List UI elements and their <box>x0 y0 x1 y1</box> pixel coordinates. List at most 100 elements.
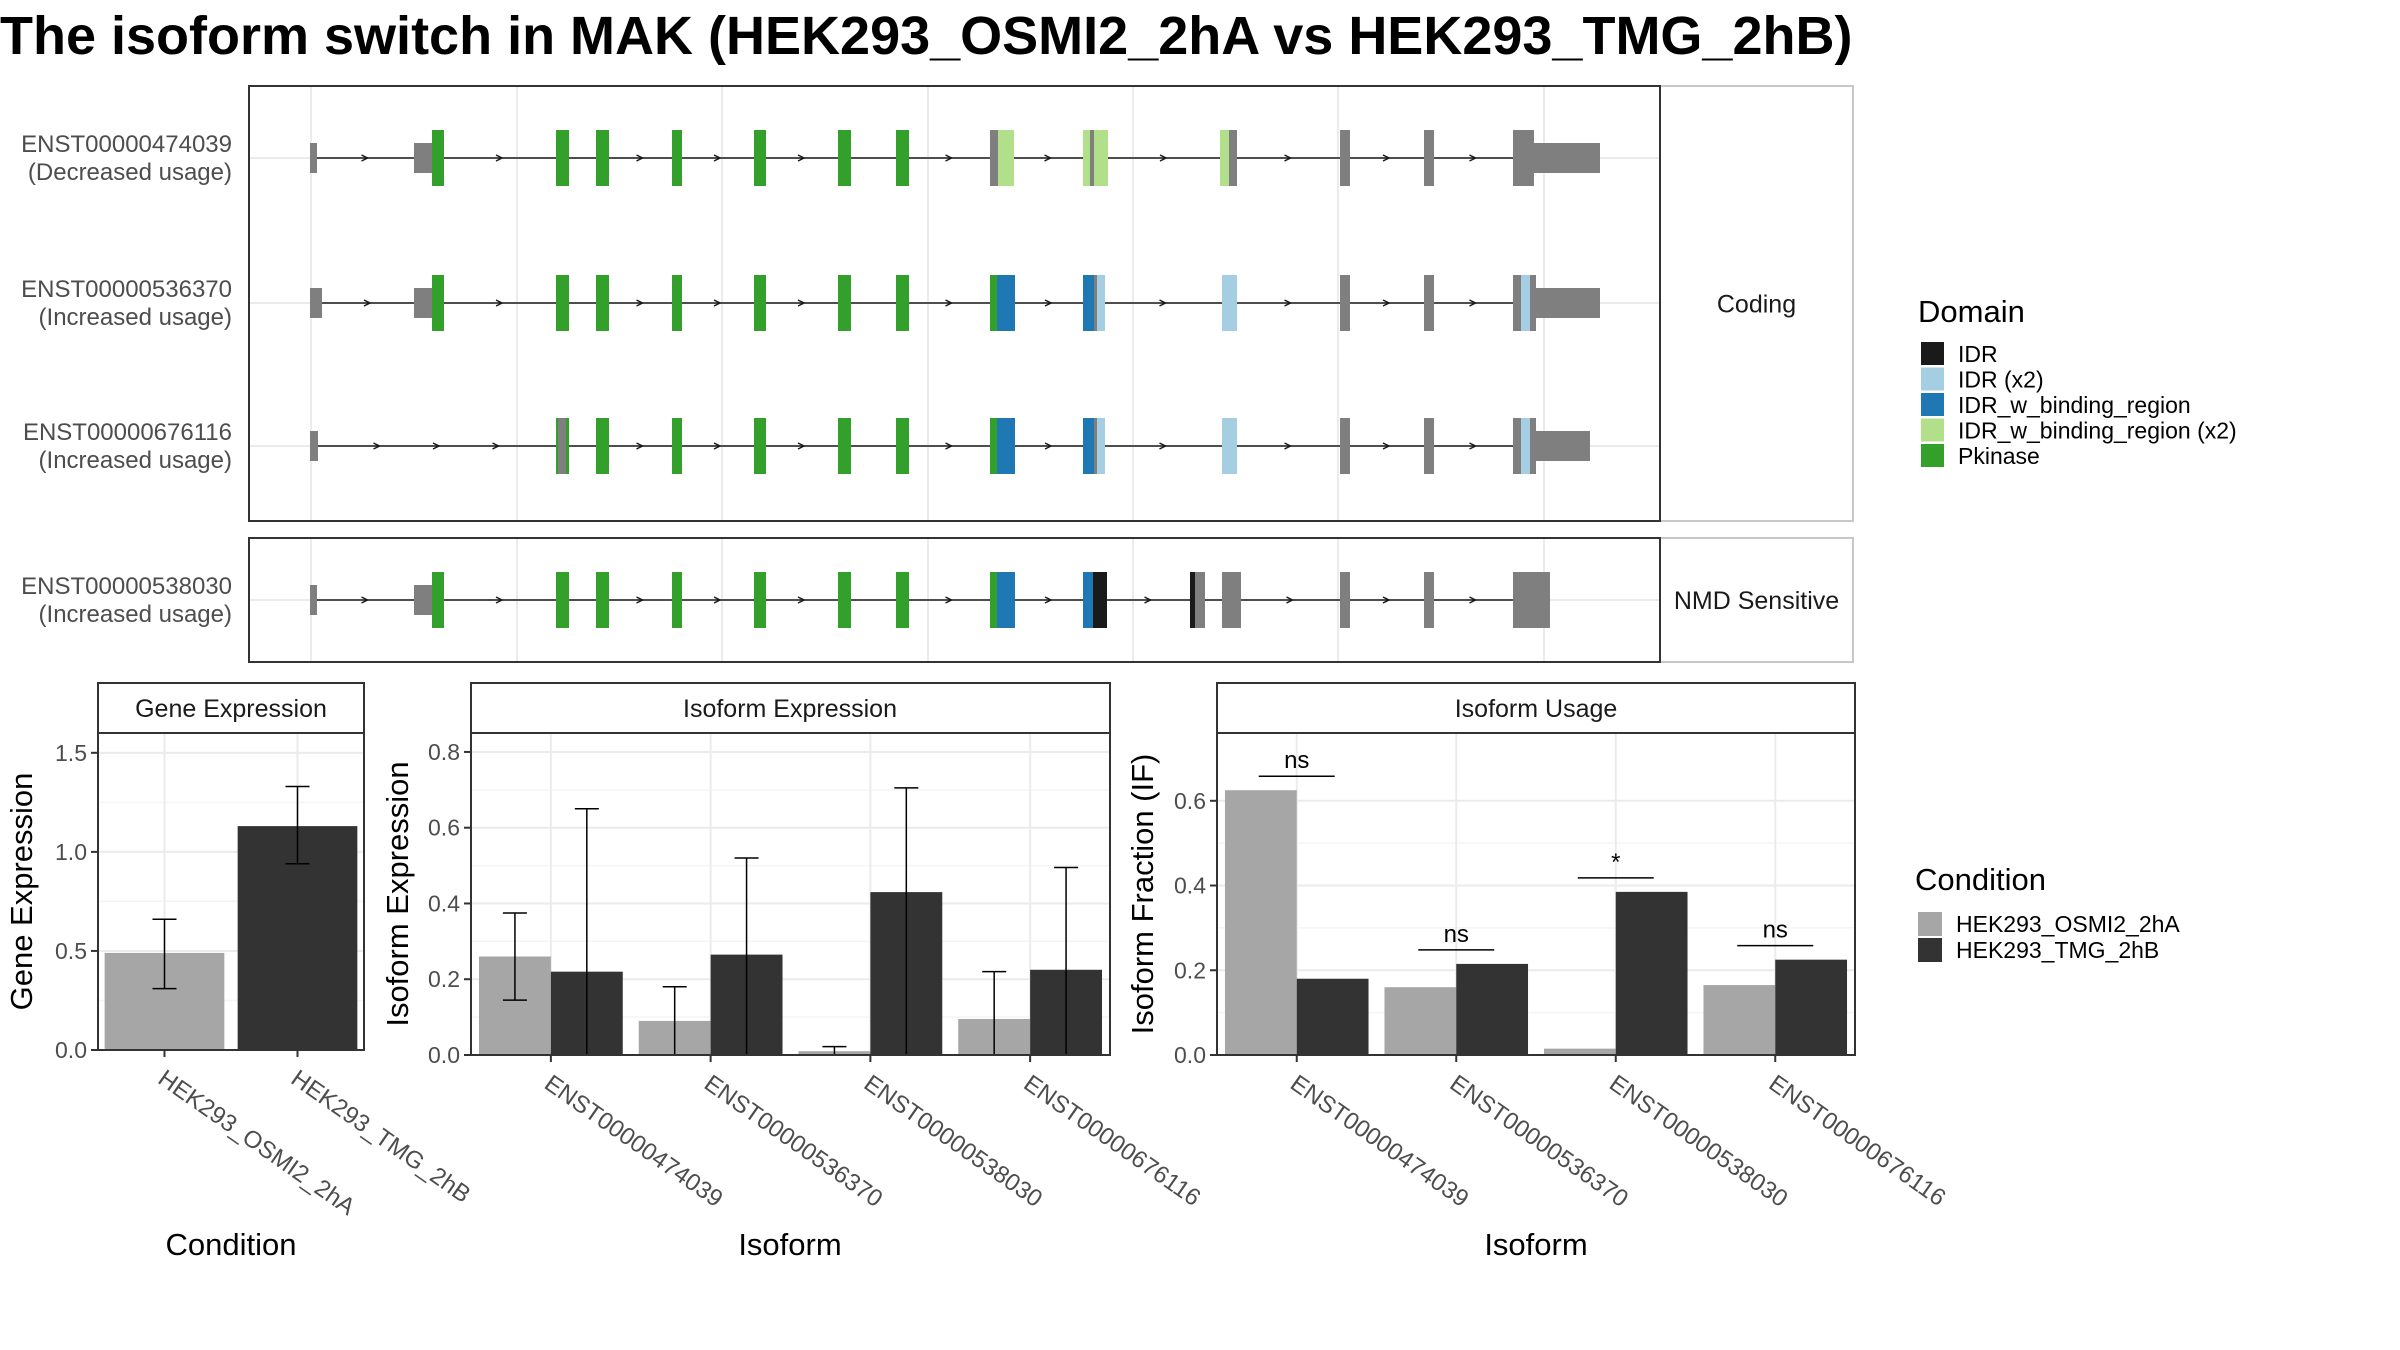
transcript-id-label: ENST00000474039 <box>21 131 232 158</box>
intron-arrow <box>713 299 722 307</box>
intron-arrow <box>636 299 645 307</box>
exon-block <box>1513 418 1521 474</box>
intron-arrow <box>495 154 504 162</box>
exon-block <box>754 130 766 186</box>
y-tick-label: 1.0 <box>55 839 87 865</box>
facet-strip-2 <box>1659 537 1854 663</box>
condition-legend-swatch <box>1918 938 1942 962</box>
y-tick-label: 0.6 <box>428 815 460 841</box>
domain-legend-label: IDR_w_binding_region <box>1958 392 2191 418</box>
exon-block <box>672 275 682 331</box>
intron-arrow <box>1469 299 1478 307</box>
facet-label: NMD Sensitive <box>1674 587 1839 615</box>
chart-1: Isoform ExpressionENST00000474039ENST000… <box>380 682 1205 1262</box>
domain-legend-swatch <box>1921 342 1944 365</box>
intron-arrow <box>713 596 722 604</box>
x-axis-label: Isoform <box>738 1227 841 1262</box>
exon-block <box>1083 130 1108 186</box>
chart-panel-border <box>97 732 365 1051</box>
exon-block <box>990 275 997 331</box>
bar <box>1384 987 1457 1055</box>
structure-panel-border <box>248 537 1661 663</box>
exon-block <box>1097 418 1105 474</box>
chart-title-strip <box>97 682 365 734</box>
exon-block <box>1424 418 1434 474</box>
intron-arrow <box>797 442 806 450</box>
exon-block <box>672 572 682 628</box>
domain-legend-title: Domain <box>1918 294 2025 329</box>
intron-arrow <box>636 154 645 162</box>
intron-arrow <box>432 442 441 450</box>
y-tick-label: 0.2 <box>428 966 460 992</box>
y-tick-label: 0.8 <box>428 739 460 765</box>
exon-block <box>1536 288 1600 318</box>
exon-block <box>1195 572 1205 628</box>
intron-arrow <box>636 442 645 450</box>
intron-arrow <box>945 596 954 604</box>
exon-block <box>754 275 766 331</box>
exon-block <box>1521 275 1530 331</box>
exon-block <box>1190 572 1195 628</box>
transcript-usage-label: (Increased usage) <box>39 601 232 628</box>
exon-block <box>754 418 766 474</box>
facet-strip-1 <box>1659 85 1854 522</box>
transcript-id-label: ENST00000536370 <box>21 276 232 303</box>
exon-block <box>596 418 609 474</box>
transcript-id-label: ENST00000538030 <box>21 573 232 600</box>
intron-arrow <box>1469 154 1478 162</box>
transcript-structures <box>248 85 1661 663</box>
bar <box>1775 959 1848 1055</box>
exon-block <box>1222 275 1237 331</box>
intron-arrow <box>1044 154 1053 162</box>
bar <box>1543 1048 1616 1055</box>
exon-block <box>1229 130 1237 186</box>
exon-block <box>432 130 444 186</box>
exon-block <box>414 143 432 173</box>
exon-block <box>1340 572 1350 628</box>
exon-block <box>990 572 997 628</box>
chart-title: Isoform Usage <box>1455 695 1618 723</box>
exon-block <box>997 572 1015 628</box>
exon-block <box>1222 418 1237 474</box>
transcript-usage-label: (Increased usage) <box>39 304 232 331</box>
exon-block <box>310 288 322 318</box>
intron-arrow <box>361 154 370 162</box>
intron-arrow <box>495 299 504 307</box>
chart-2: Isoform UsagensENST00000474039nsENST0000… <box>1125 682 1951 1262</box>
exon-block <box>1340 275 1350 331</box>
intron-arrow <box>495 596 504 604</box>
exon-block <box>838 418 851 474</box>
facet-label: Coding <box>1717 291 1796 319</box>
exon-block <box>596 275 609 331</box>
intron-arrow <box>1469 596 1478 604</box>
intron-arrow <box>797 596 806 604</box>
y-tick-label: 0.5 <box>55 938 87 964</box>
bar <box>1296 978 1369 1055</box>
exon-block <box>672 418 682 474</box>
exon-block <box>556 130 569 186</box>
condition-legend-swatch <box>1918 912 1942 936</box>
exon-block <box>432 572 444 628</box>
domain-legend-swatch <box>1921 444 1944 467</box>
domain-legend-swatch <box>1921 418 1944 442</box>
significance-label: ns <box>1444 921 1469 948</box>
exon-block <box>1090 130 1094 186</box>
exon-block <box>896 572 909 628</box>
intron-arrow <box>1159 299 1168 307</box>
exon-block <box>310 585 317 615</box>
condition-legend-label: HEK293_TMG_2hB <box>1956 937 2159 963</box>
chart-panel-border <box>1216 732 1856 1056</box>
condition-legend-title: Condition <box>1915 862 2046 897</box>
exon-block <box>997 418 1015 474</box>
exon-block <box>1513 572 1550 628</box>
exon-block <box>1530 418 1536 474</box>
intron-arrow <box>797 299 806 307</box>
figure-title: The isoform switch in MAK (HEK293_OSMI2_… <box>0 6 1852 66</box>
intron-arrow <box>1382 299 1391 307</box>
intron-arrow <box>1286 596 1295 604</box>
domain-legend-label: IDR_w_binding_region (x2) <box>1958 418 2237 444</box>
intron-arrow <box>1382 596 1391 604</box>
intron-arrow <box>1284 154 1293 162</box>
exon-block <box>414 288 432 318</box>
